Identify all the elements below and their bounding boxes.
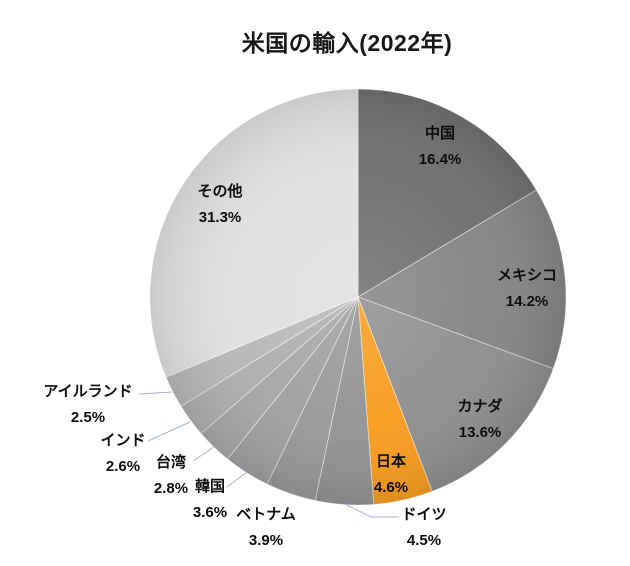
leader-line-germany xyxy=(344,503,399,518)
slice-label-korea: 韓国 3.6% xyxy=(193,474,227,526)
slice-label-mexico: メキシコ 14.2% xyxy=(497,263,557,315)
slice-percent: 13.6% xyxy=(458,424,502,441)
slice-name: 台湾 xyxy=(155,454,187,471)
slice-name: 中国 xyxy=(424,125,456,142)
slice-label-taiwan: 台湾 2.8% xyxy=(154,450,188,502)
slice-percent: 2.6% xyxy=(105,458,141,475)
slice-name: 日本 xyxy=(375,453,407,470)
leader-lines xyxy=(138,391,399,518)
slice-percent: 2.8% xyxy=(153,480,189,497)
slice-name: アイルランド xyxy=(43,383,133,400)
slice-percent: 3.9% xyxy=(248,532,284,549)
slice-name: インド xyxy=(100,432,146,449)
slice-label-canada: カナダ 13.6% xyxy=(457,394,502,446)
slice-label-japan: 日本 4.6% xyxy=(374,449,408,501)
slice-name: ベトナム xyxy=(236,506,296,523)
slice-percent: 2.5% xyxy=(70,409,106,426)
slice-label-vietnam: ベトナム 3.9% xyxy=(236,502,296,554)
slice-percent: 31.3% xyxy=(198,209,242,226)
slice-percent: 14.2% xyxy=(505,293,549,310)
chart-title: 米国の輸入(2022年) xyxy=(241,30,453,56)
leader-line-india xyxy=(147,421,191,442)
slice-name: その他 xyxy=(197,183,243,200)
slice-percent: 4.6% xyxy=(373,479,409,496)
leader-line-korea xyxy=(226,471,248,488)
slice-percent: 4.5% xyxy=(406,532,442,549)
slice-percent: 16.4% xyxy=(418,151,462,168)
slice-name: カナダ xyxy=(457,398,503,415)
slice-name: ドイツ xyxy=(401,506,447,523)
slice-name: メキシコ xyxy=(496,267,558,284)
slice-label-india: インド 2.6% xyxy=(100,428,145,480)
leader-line-ireland xyxy=(138,391,173,395)
slice-label-ireland: アイルランド 2.5% xyxy=(43,379,132,431)
slice-label-germany: ドイツ 4.5% xyxy=(401,502,446,554)
leader-line-taiwan xyxy=(192,446,215,462)
slice-label-china: 中国 16.4% xyxy=(419,121,462,173)
slice-name: 韓国 xyxy=(194,478,226,495)
slice-percent: 3.6% xyxy=(192,504,228,521)
slice-label-others: その他 31.3% xyxy=(197,179,242,231)
